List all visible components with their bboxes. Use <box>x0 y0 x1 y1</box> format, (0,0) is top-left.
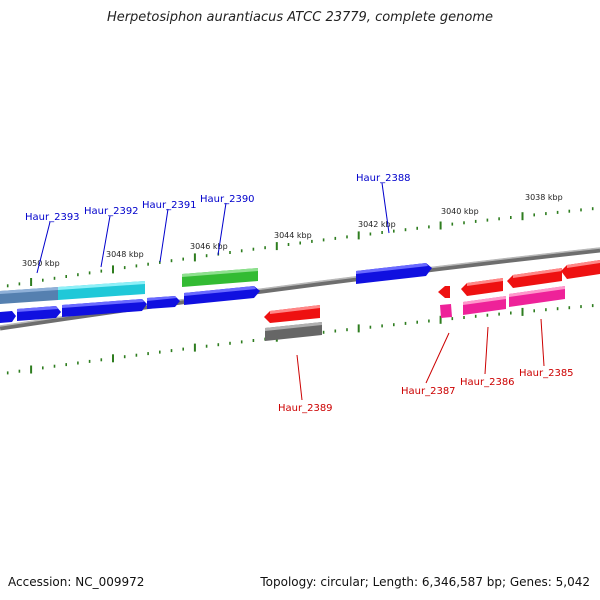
gene-blue-left-2[interactable] <box>17 306 61 321</box>
scale-label-3042: 3042 kbp <box>358 220 396 229</box>
scale-label-3046: 3046 kbp <box>190 242 228 251</box>
scale-label-3038: 3038 kbp <box>525 193 563 202</box>
label-haur-2390[interactable]: Haur_2390 <box>200 194 255 205</box>
gene-blue-mid[interactable] <box>184 286 260 305</box>
scale-label-3040: 3040 kbp <box>441 207 479 216</box>
leader-haur-2388 <box>381 182 390 234</box>
gene-haur-2387[interactable] <box>440 304 452 318</box>
label-haur-2387[interactable]: Haur_2387 <box>401 386 456 397</box>
leader-haur-2386 <box>484 326 489 375</box>
gene-haur-2385[interactable] <box>509 286 565 307</box>
leader-haur-2387 <box>425 332 450 384</box>
label-haur-2392[interactable]: Haur_2392 <box>84 206 139 217</box>
leader-haur-2389 <box>296 354 303 401</box>
gene-haur-2391[interactable] <box>147 296 180 309</box>
scale-label-3050: 3050 kbp <box>22 259 60 268</box>
leader-haur-2385 <box>540 318 545 367</box>
label-haur-2385[interactable]: Haur_2385 <box>519 368 574 379</box>
gene-haur-2393[interactable] <box>0 287 58 304</box>
label-haur-2391[interactable]: Haur_2391 <box>142 200 197 211</box>
scale-label-3048: 3048 kbp <box>106 250 144 259</box>
gene-red-right-1[interactable] <box>461 278 503 296</box>
genome-title: Herpetosiphon aurantiacus ATCC 23779, co… <box>106 10 494 25</box>
leader-haur-2390 <box>217 202 227 256</box>
topology-summary: Topology: circular; Length: 6,346,587 bp… <box>260 575 590 589</box>
gene-haur-2390[interactable] <box>182 268 258 287</box>
label-haur-2386[interactable]: Haur_2386 <box>460 377 515 388</box>
scale-label-3044: 3044 kbp <box>274 231 312 240</box>
leader-haur-2392 <box>100 215 111 268</box>
label-haur-2393[interactable]: Haur_2393 <box>25 212 80 223</box>
leader-haur-2391 <box>159 208 169 263</box>
gene-blue-left-1[interactable] <box>0 311 16 323</box>
gene-red-small[interactable] <box>438 286 450 298</box>
gene-red-right-3[interactable] <box>561 260 600 279</box>
genome-backbone <box>0 247 600 331</box>
gene-red-right-2[interactable] <box>507 268 562 288</box>
gene-haur-2388[interactable] <box>356 263 432 284</box>
label-haur-2388[interactable]: Haur_2388 <box>356 173 411 184</box>
gene-haur-2392[interactable] <box>58 281 145 300</box>
gene-blue-left-3[interactable] <box>62 299 147 317</box>
gene-haur-2389[interactable] <box>265 322 322 341</box>
leader-haur-2393 <box>36 221 51 274</box>
gene-haur-2386[interactable] <box>463 296 506 315</box>
label-haur-2389[interactable]: Haur_2389 <box>278 403 333 414</box>
upper-scale-ticks <box>6 207 594 288</box>
accession-text: Accession: NC_009972 <box>8 575 145 589</box>
gene-haur-2389-red[interactable] <box>264 305 320 323</box>
